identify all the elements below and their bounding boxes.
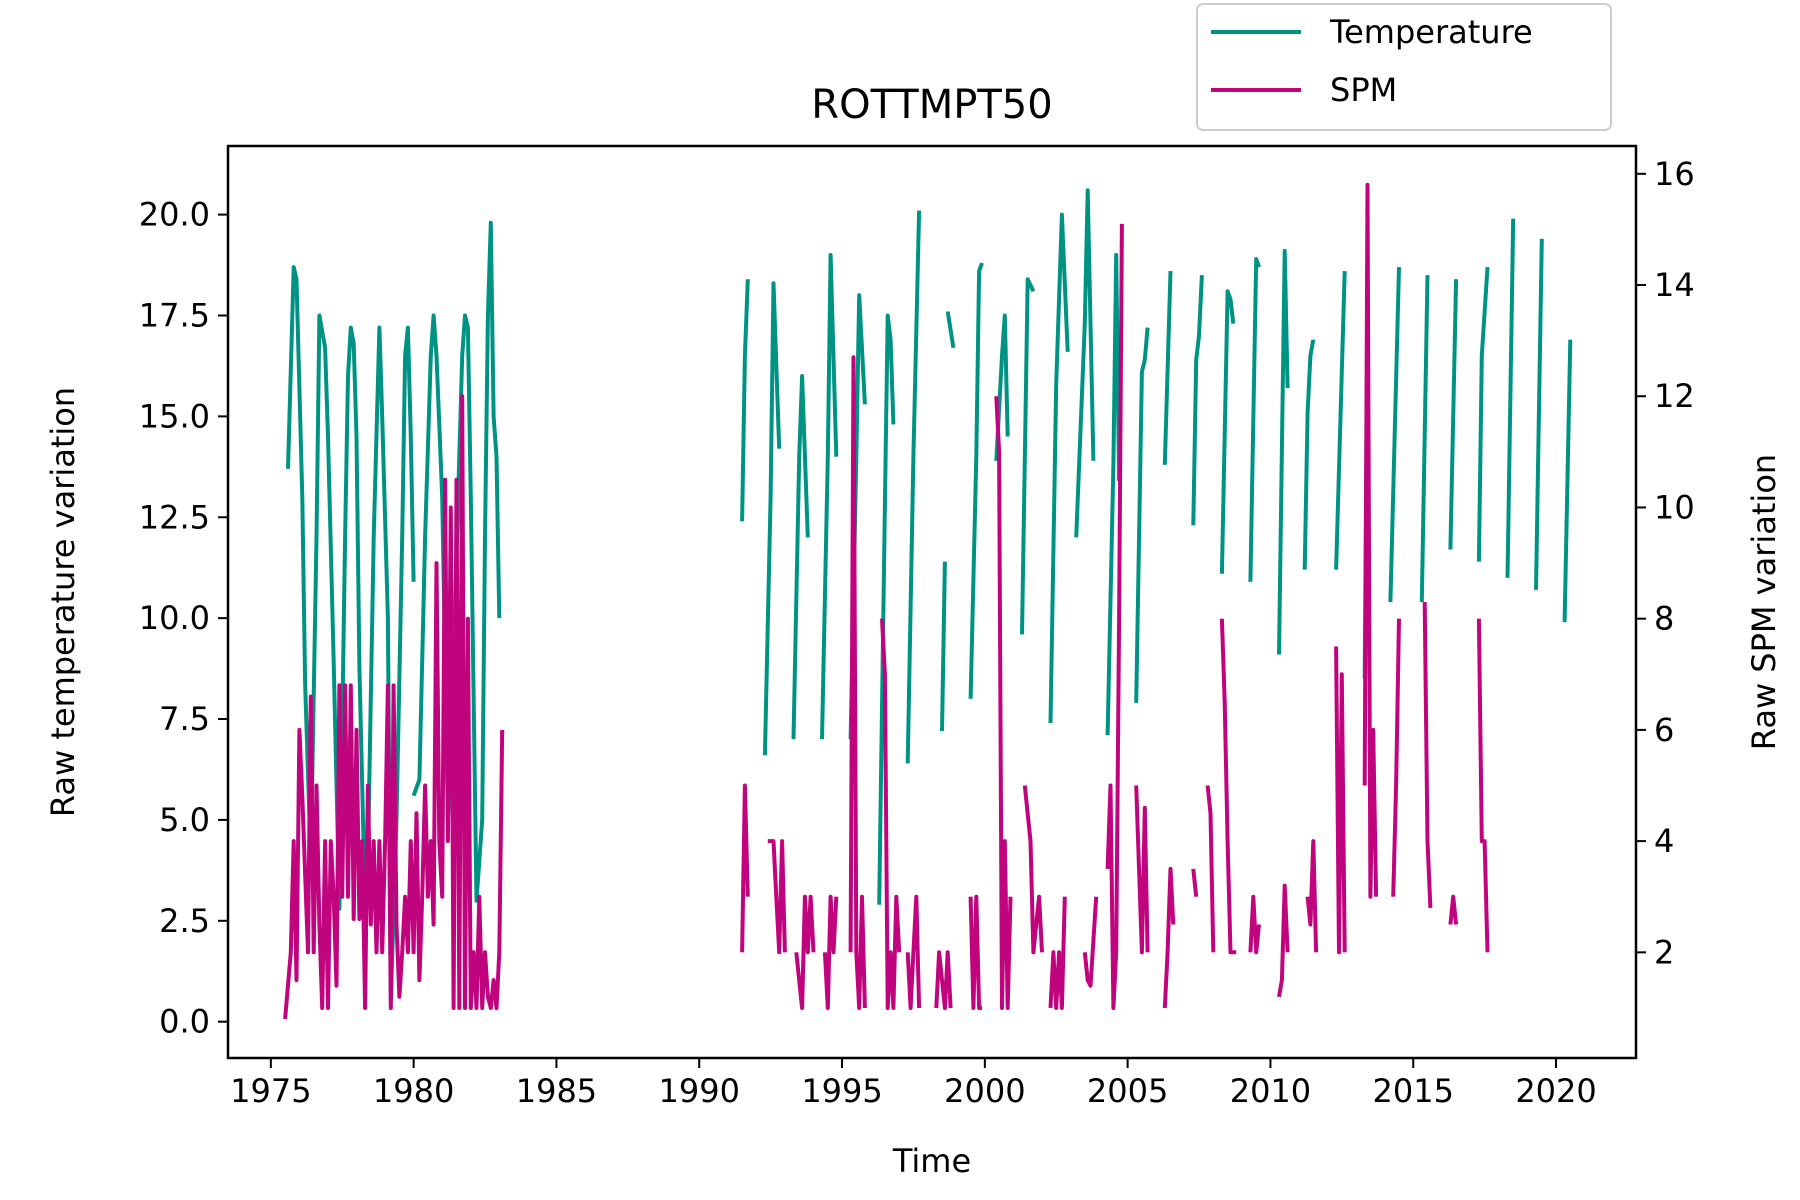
- series-line-spm: [283, 394, 505, 1020]
- series-line-spm: [848, 355, 867, 1010]
- series-line-temperature: [1388, 267, 1401, 603]
- series-line-temperature: [1476, 266, 1490, 562]
- series-line-temperature: [1248, 257, 1261, 582]
- y-axis-right-label: Raw SPM variation: [1745, 454, 1783, 750]
- x-tick-label: 2010: [1230, 1072, 1311, 1110]
- y-left-tick-label: 2.5: [159, 902, 210, 940]
- series-line-spm: [1105, 223, 1124, 1010]
- y-left-tick-label: 17.5: [139, 296, 210, 334]
- legend-box: [1196, 3, 1612, 131]
- series-line-temperature: [1277, 248, 1290, 655]
- series-line-temperature: [1562, 339, 1573, 623]
- series-line-temperature: [740, 279, 750, 522]
- chart-lines: [283, 182, 1573, 1020]
- x-tick-label: 1985: [516, 1072, 597, 1110]
- y-left-tick-label: 7.5: [159, 700, 210, 738]
- x-axis-label: Time: [892, 1142, 971, 1180]
- series-line-spm: [1391, 618, 1401, 897]
- series-line-spm: [934, 950, 953, 1010]
- series-line-temperature: [411, 220, 502, 903]
- legend-label-temperature: Temperature: [1329, 13, 1533, 51]
- series-line-temperature: [1162, 271, 1173, 465]
- series-line-spm: [794, 894, 816, 1010]
- y-left-tick-label: 12.5: [139, 498, 210, 536]
- series-line-temperature: [1534, 238, 1544, 590]
- x-tick-label: 1975: [230, 1072, 311, 1110]
- y-right-tick-label: 16: [1654, 155, 1695, 193]
- series-line-spm: [1162, 866, 1176, 1009]
- series-line-spm: [1219, 618, 1237, 955]
- y-left-tick-label: 20.0: [139, 196, 210, 234]
- series-line-temperature: [1134, 327, 1150, 703]
- y-left-tick-label: 15.0: [139, 397, 210, 435]
- series-line-temperature: [1219, 289, 1236, 574]
- series-line-spm: [1305, 839, 1319, 953]
- series-line-temperature: [1048, 212, 1070, 724]
- x-tick-label: 2015: [1373, 1072, 1454, 1110]
- x-tick-label: 1995: [801, 1072, 882, 1110]
- series-line-spm: [1334, 646, 1347, 955]
- series-line-spm: [1248, 894, 1261, 955]
- x-tick-label: 2000: [944, 1072, 1025, 1110]
- series-line-temperature: [820, 253, 839, 740]
- y-right-tick-label: 6: [1654, 711, 1674, 749]
- series-line-temperature: [1105, 253, 1122, 736]
- y-right-tick-label: 2: [1654, 933, 1674, 971]
- x-tick-label: 2020: [1515, 1072, 1596, 1110]
- legend-label-spm: SPM: [1330, 71, 1397, 109]
- series-line-spm: [1191, 868, 1199, 897]
- y-right-tick-label: 10: [1654, 488, 1695, 526]
- y-right-tick-label: 4: [1654, 822, 1674, 860]
- series-line-spm: [1048, 896, 1067, 1010]
- series-line-spm: [1362, 182, 1379, 899]
- plot-frame: [226, 144, 1638, 1060]
- series-line-spm: [822, 894, 839, 1010]
- series-line-temperature: [1074, 188, 1096, 538]
- series-line-spm: [880, 618, 902, 1010]
- series-line-temperature: [762, 281, 782, 756]
- y-right-tick-label: 14: [1654, 266, 1695, 304]
- series-line-temperature: [1419, 275, 1430, 603]
- x-tick-label: 2005: [1087, 1072, 1168, 1110]
- series-line-spm: [1448, 894, 1459, 925]
- y-left-tick-label: 5.0: [159, 801, 210, 839]
- series-line-spm: [1205, 785, 1216, 953]
- series-line-temperature: [1334, 271, 1347, 570]
- series-line-spm: [740, 783, 750, 953]
- x-tick-label: 1980: [373, 1072, 454, 1110]
- series-line-temperature: [1505, 218, 1516, 578]
- series-line-temperature: [1448, 279, 1459, 550]
- y-axis-left-label: Raw temperature variation: [44, 387, 82, 817]
- axis-ticks: 1975 1980 1985 1990 1995 2000 2005 2010 2015 2020…: [139, 155, 1695, 1110]
- series-line-temperature: [1020, 277, 1036, 635]
- series-line-temperature: [905, 210, 922, 764]
- series-line-spm: [905, 894, 922, 1010]
- chart-title: ROTTMPT50: [811, 82, 1052, 128]
- legend: Temperature SPM: [1196, 3, 1612, 131]
- series-line-temperature: [1302, 339, 1316, 570]
- x-tick-label: 1990: [659, 1072, 740, 1110]
- series-line-spm: [1082, 896, 1099, 988]
- series-line-spm: [1277, 883, 1290, 998]
- series-line-temperature: [791, 374, 810, 740]
- series-line-temperature: [945, 311, 956, 349]
- series-line-temperature: [968, 262, 984, 699]
- series-line-spm: [1476, 618, 1490, 953]
- series-line-spm: [994, 396, 1013, 1010]
- series-line-temperature: [994, 313, 1010, 461]
- series-line-temperature: [940, 561, 947, 732]
- y-right-tick-label: 12: [1654, 377, 1695, 415]
- series-line-spm: [1022, 785, 1044, 955]
- y-right-tick-label: 8: [1654, 600, 1674, 638]
- y-left-tick-label: 0.0: [159, 1003, 210, 1041]
- series-line-spm: [1422, 601, 1433, 908]
- series-line-spm: [968, 894, 982, 1010]
- y-left-tick-label: 10.0: [139, 599, 210, 637]
- series-line-temperature: [1191, 275, 1204, 526]
- series-line-spm: [1134, 785, 1150, 955]
- series-line-spm: [767, 839, 787, 955]
